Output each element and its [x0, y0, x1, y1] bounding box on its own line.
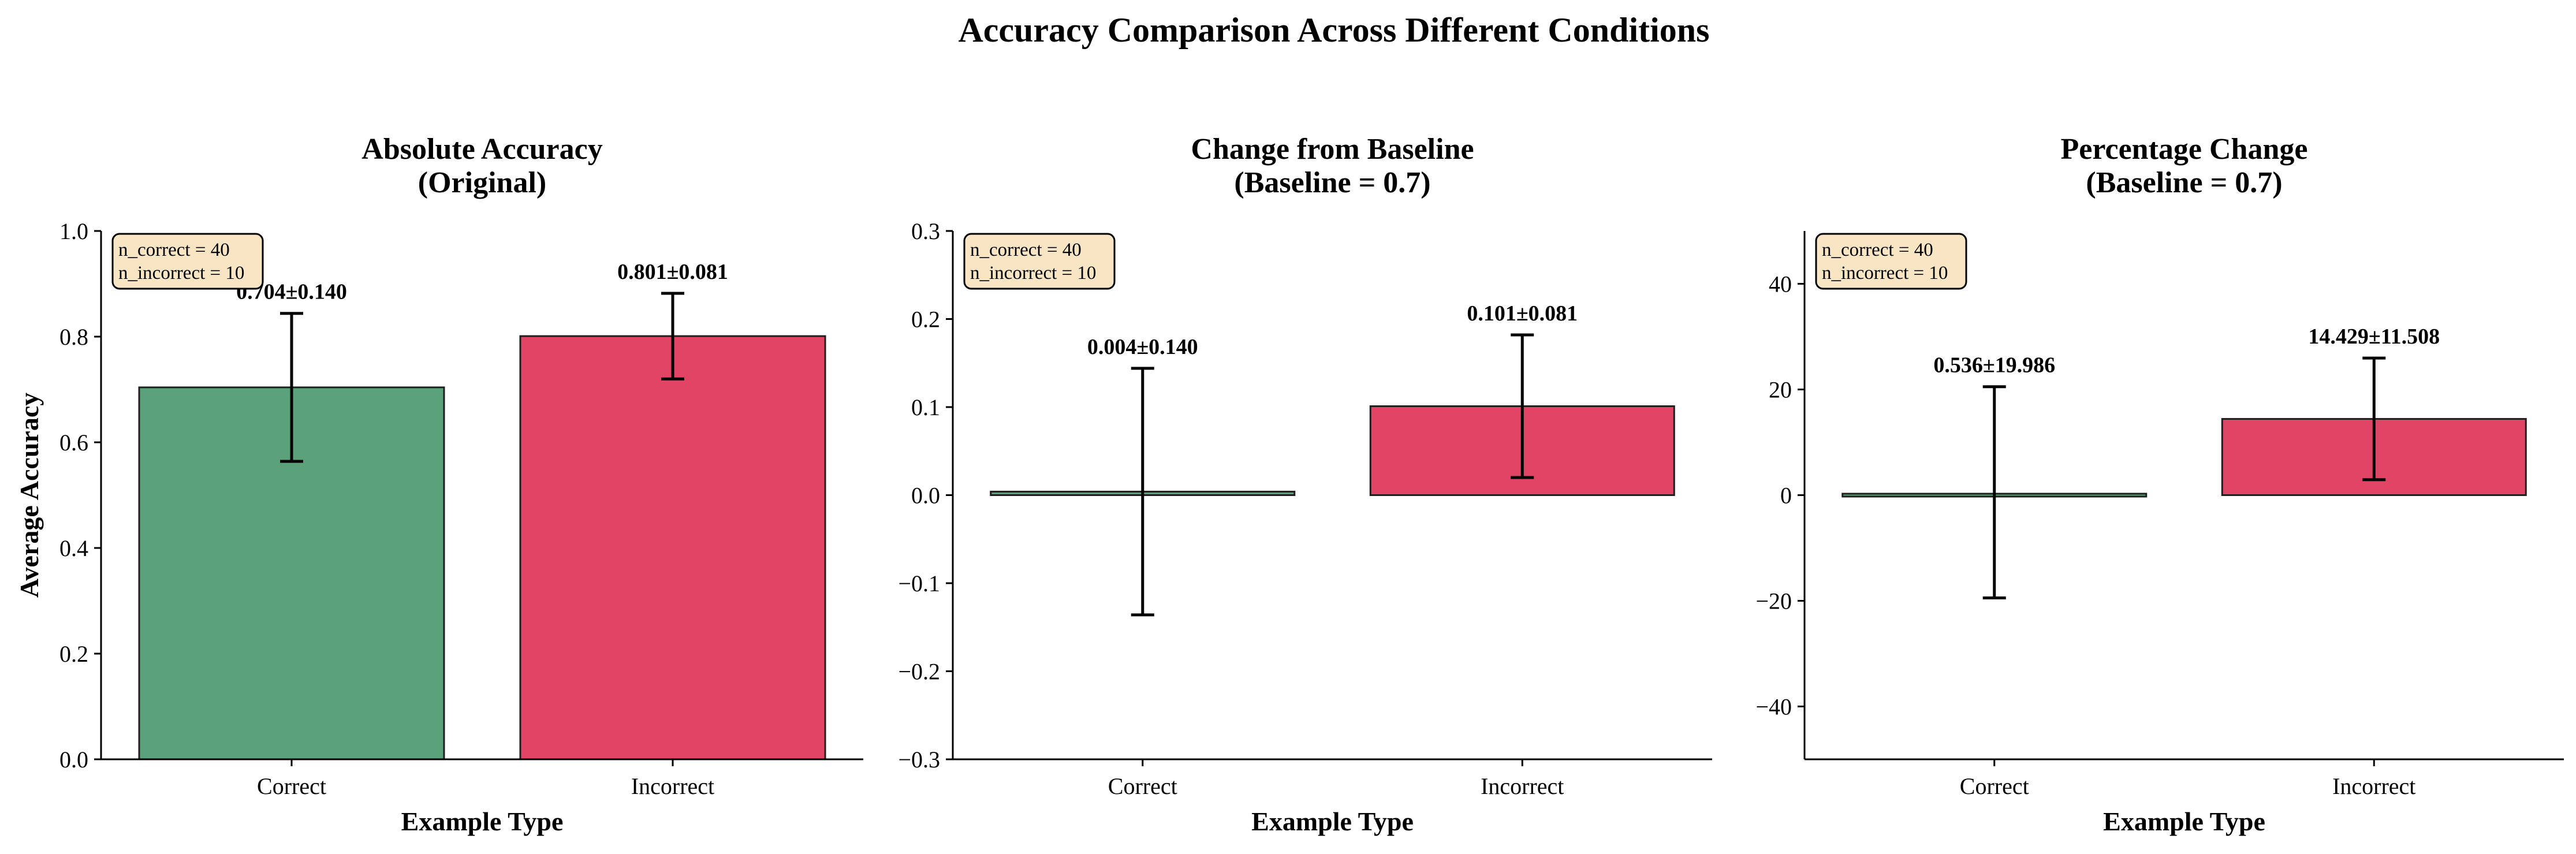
x-axis-label: Example Type	[1251, 807, 1414, 836]
value-label: 0.801±0.081	[617, 260, 728, 284]
y-tick-label: 0.8	[59, 324, 88, 350]
y-tick-label: 0.0	[911, 483, 940, 509]
x-tick-label: Incorrect	[2332, 773, 2415, 799]
value-label: 14.429±11.508	[2308, 325, 2440, 349]
x-axis-label: Example Type	[2103, 807, 2265, 836]
chart-panel-1: Absolute Accuracy(Original)0.704±0.1400.…	[14, 133, 863, 836]
panel-title-line: Percentage Change	[2061, 133, 2308, 166]
stats-line: n_correct = 40	[970, 240, 1082, 260]
panel-title-line: (Baseline = 0.7)	[1234, 166, 1430, 199]
panel-title-line: (Original)	[418, 166, 546, 199]
y-tick-label: 40	[1769, 271, 1792, 297]
y-axis-label: Average Accuracy	[14, 393, 44, 598]
value-label: 0.004±0.140	[1087, 335, 1198, 359]
x-tick-label: Correct	[257, 773, 326, 799]
stats-line: n_incorrect = 10	[118, 263, 244, 284]
y-tick-label: 1.0	[59, 218, 88, 244]
y-tick-label: −20	[1755, 588, 1792, 614]
x-tick-label: Incorrect	[631, 773, 714, 799]
y-tick-label: 0.4	[59, 535, 88, 561]
chart-panel-3: Percentage Change(Baseline = 0.7) 0.536±1…	[1755, 133, 2564, 836]
x-tick-label: Incorrect	[1481, 773, 1564, 799]
y-tick-label: 0.6	[59, 430, 88, 456]
y-tick-label: 0	[1780, 483, 1792, 509]
value-label: 0.536±19.986	[1933, 353, 2055, 378]
error-bar-correct	[280, 312, 303, 463]
y-tick-label: 0.1	[911, 394, 940, 420]
y-tick-label: −0.3	[898, 747, 940, 773]
stats-line: n_incorrect = 10	[970, 263, 1096, 284]
stats-box	[1815, 233, 1967, 290]
chart-panels: Absolute Accuracy(Original)0.704±0.1400.…	[14, 133, 2564, 836]
error-bar-incorrect	[2362, 356, 2386, 482]
y-tick-label: 0.2	[911, 307, 940, 333]
y-tick-label: −0.1	[898, 570, 940, 596]
error-bar-incorrect	[1511, 333, 1534, 479]
stats-box	[963, 233, 1116, 290]
stats-box	[111, 233, 264, 290]
y-tick-label: 0.2	[59, 641, 88, 667]
chart-panel-2: Change from Baseline(Baseline = 0.7)0.00…	[898, 133, 1712, 836]
y-tick-label: 0.0	[59, 747, 88, 773]
bar-incorrect	[519, 335, 826, 760]
y-tick-label: 20	[1769, 377, 1792, 403]
stats-line: n_correct = 40	[1822, 240, 1933, 260]
value-label: 0.101±0.081	[1467, 301, 1578, 326]
y-tick-label: 0.3	[911, 218, 940, 244]
stats-line: n_incorrect = 10	[1822, 263, 1948, 284]
y-tick-label: −0.2	[898, 659, 940, 685]
error-bar-incorrect	[661, 292, 684, 381]
panel-title-line: (Baseline = 0.7)	[2086, 166, 2282, 199]
figure-title: Accuracy Comparison Across Different Con…	[958, 11, 1709, 49]
x-tick-label: Correct	[1960, 773, 2029, 799]
y-tick-label: −40	[1755, 694, 1792, 720]
error-bar-correct	[1982, 385, 2006, 599]
error-bar-correct	[1131, 367, 1154, 617]
panel-title-line: Absolute Accuracy	[361, 133, 602, 166]
stats-line: n_correct = 40	[118, 240, 230, 260]
x-tick-label: Correct	[1108, 773, 1177, 799]
x-axis-label: Example Type	[401, 807, 564, 836]
panel-title-line: Change from Baseline	[1191, 133, 1474, 166]
